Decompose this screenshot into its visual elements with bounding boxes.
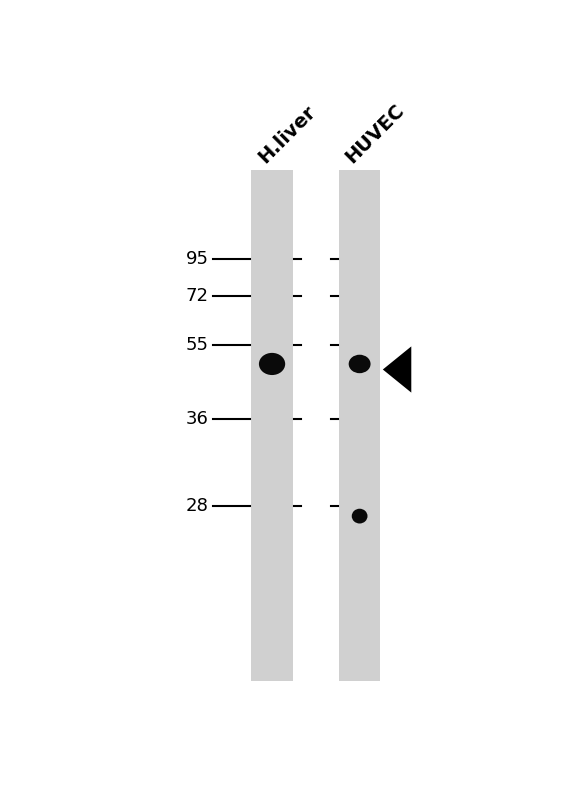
Text: 95: 95 <box>185 250 208 268</box>
Text: HUVEC: HUVEC <box>342 101 408 167</box>
Text: 55: 55 <box>185 337 208 354</box>
Text: 28: 28 <box>186 497 208 514</box>
Text: 72: 72 <box>185 287 208 305</box>
Ellipse shape <box>349 354 371 373</box>
Polygon shape <box>383 346 411 393</box>
Ellipse shape <box>259 353 285 375</box>
Bar <box>251 170 293 682</box>
Bar <box>339 170 380 682</box>
Ellipse shape <box>352 509 367 523</box>
Text: H.liver: H.liver <box>254 102 319 167</box>
Text: 36: 36 <box>186 410 208 429</box>
